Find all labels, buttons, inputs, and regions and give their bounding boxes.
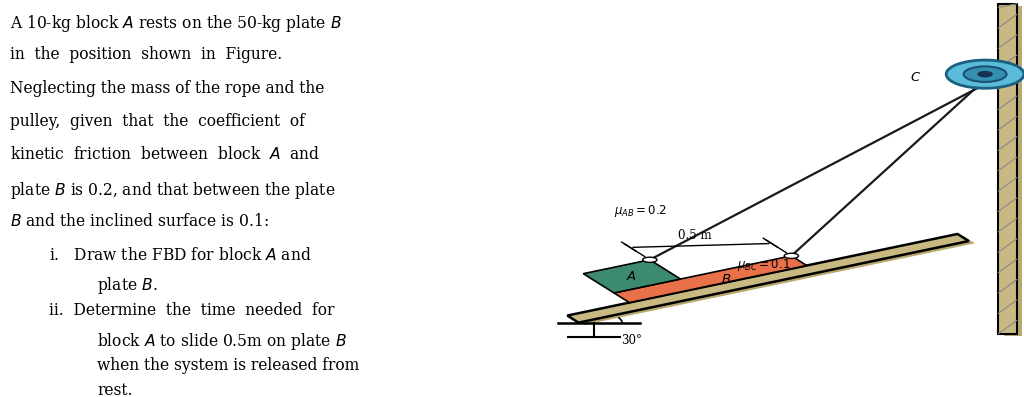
Text: kinetic  friction  between  block  $\mathit{A}$  and: kinetic friction between block $\mathit{… — [10, 146, 321, 164]
Polygon shape — [1004, 6, 1022, 335]
Text: $\mu_{BC}=0.1$: $\mu_{BC}=0.1$ — [737, 257, 791, 273]
Text: $\mu_{AB}=0.2$: $\mu_{AB}=0.2$ — [614, 203, 667, 220]
Text: $C$: $C$ — [910, 71, 921, 85]
Polygon shape — [614, 256, 807, 303]
Text: $\mathit{B}$ and the inclined surface is 0.1:: $\mathit{B}$ and the inclined surface is… — [10, 213, 269, 230]
Text: 30°: 30° — [622, 335, 642, 347]
Text: ii.  Determine  the  time  needed  for: ii. Determine the time needed for — [49, 302, 335, 319]
Text: A 10-kg block $\mathit{A}$ rests on the 50-kg plate $\mathit{B}$: A 10-kg block $\mathit{A}$ rests on the … — [10, 13, 342, 34]
Text: $\mathit{A}$: $\mathit{A}$ — [627, 270, 637, 283]
Circle shape — [784, 253, 799, 258]
Text: i.   Draw the FBD for block $\mathit{A}$ and: i. Draw the FBD for block $\mathit{A}$ a… — [49, 247, 311, 264]
Circle shape — [946, 60, 1024, 88]
Polygon shape — [567, 234, 969, 323]
Polygon shape — [573, 236, 975, 325]
Text: block $\mathit{A}$ to slide 0.5m on plate $\mathit{B}$: block $\mathit{A}$ to slide 0.5m on plat… — [97, 331, 347, 352]
Text: plate $\mathit{B}$.: plate $\mathit{B}$. — [97, 275, 158, 296]
Polygon shape — [584, 260, 681, 293]
Text: Neglecting the mass of the rope and the: Neglecting the mass of the rope and the — [10, 80, 325, 97]
Circle shape — [978, 71, 992, 77]
Text: $\mathit{B}$: $\mathit{B}$ — [721, 273, 731, 286]
Text: in  the  position  shown  in  Figure.: in the position shown in Figure. — [10, 46, 283, 64]
Text: plate $\mathit{B}$ is 0.2, and that between the plate: plate $\mathit{B}$ is 0.2, and that betw… — [10, 180, 336, 201]
Polygon shape — [998, 4, 1017, 334]
Text: when the system is released from: when the system is released from — [97, 357, 359, 374]
Text: pulley,  given  that  the  coefficient  of: pulley, given that the coefficient of — [10, 113, 305, 130]
Text: 0.5 m: 0.5 m — [679, 229, 712, 242]
Text: rest.: rest. — [97, 382, 133, 397]
Circle shape — [964, 66, 1007, 82]
Circle shape — [643, 257, 657, 262]
